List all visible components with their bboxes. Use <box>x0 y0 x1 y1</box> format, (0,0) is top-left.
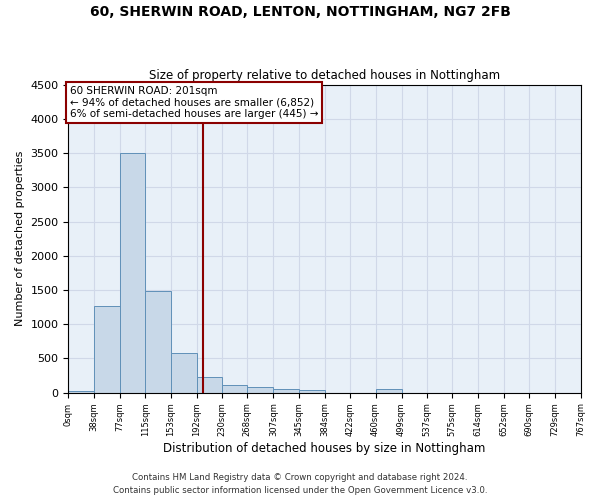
Bar <box>376 389 401 392</box>
Bar <box>222 385 247 392</box>
Bar <box>170 353 197 393</box>
X-axis label: Distribution of detached houses by size in Nottingham: Distribution of detached houses by size … <box>163 442 485 455</box>
Bar <box>68 390 94 392</box>
Bar <box>94 306 120 392</box>
Bar <box>274 389 299 392</box>
Y-axis label: Number of detached properties: Number of detached properties <box>15 151 25 326</box>
Text: 60 SHERWIN ROAD: 201sqm
← 94% of detached houses are smaller (6,852)
6% of semi-: 60 SHERWIN ROAD: 201sqm ← 94% of detache… <box>70 86 318 119</box>
Bar <box>120 153 145 392</box>
Text: Contains HM Land Registry data © Crown copyright and database right 2024.
Contai: Contains HM Land Registry data © Crown c… <box>113 474 487 495</box>
Bar <box>145 292 170 392</box>
Bar <box>299 390 325 392</box>
Bar <box>247 387 274 392</box>
Text: 60, SHERWIN ROAD, LENTON, NOTTINGHAM, NG7 2FB: 60, SHERWIN ROAD, LENTON, NOTTINGHAM, NG… <box>89 5 511 19</box>
Title: Size of property relative to detached houses in Nottingham: Size of property relative to detached ho… <box>149 69 500 82</box>
Bar <box>197 376 222 392</box>
